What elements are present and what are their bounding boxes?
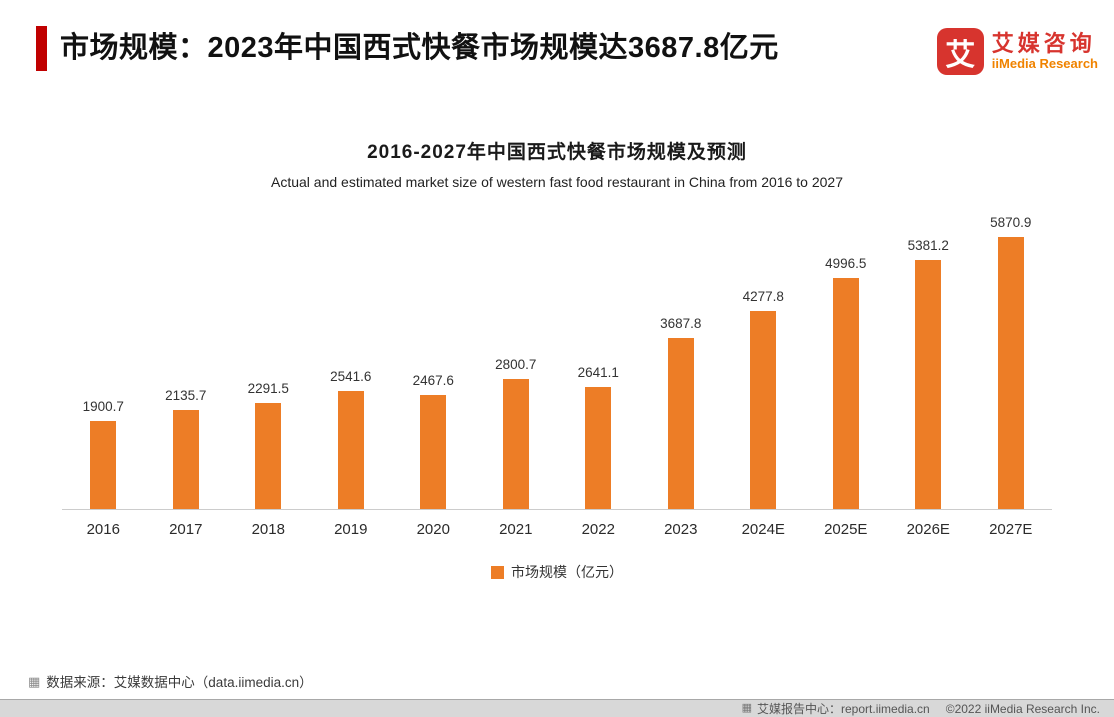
x-axis-label: 2027E	[989, 521, 1033, 538]
iimedia-logo-icon: 艾	[936, 28, 984, 75]
x-axis-label: 2021	[499, 521, 533, 538]
data-source-text: 数据来源：艾媒数据中心（data.iimedia.cn）	[46, 675, 313, 690]
bar	[750, 310, 777, 509]
x-axis-label: 2023	[664, 521, 698, 538]
bar-column: 2467.6	[392, 373, 475, 509]
bar-column: 2291.5	[227, 381, 310, 509]
bar	[420, 394, 447, 509]
bar-value-label: 2800.7	[495, 357, 537, 373]
title-block: 市场规模：2023年中国西式快餐市场规模达3687.8亿元	[36, 26, 779, 71]
x-axis-label: 2019	[334, 521, 368, 538]
bar	[997, 237, 1024, 509]
bars-row: 1900.7 2135.7 2291.5 2541.6 2467.6 2800.7 2641…	[62, 208, 1052, 510]
bar-column: 2641.1	[557, 365, 640, 509]
legend: 市场规模（亿元）	[62, 562, 1052, 582]
bar-column: 2135.7	[145, 388, 228, 509]
x-axis-label: 2018	[251, 521, 285, 538]
bar-column: 4277.8	[722, 289, 805, 509]
chart-subtitle: Actual and estimated market size of west…	[271, 174, 843, 190]
x-axis-label: 2022	[581, 521, 615, 538]
bar	[832, 277, 859, 509]
bar-chart: 1900.7 2135.7 2291.5 2541.6 2467.6 2800.7 2641…	[62, 208, 1052, 582]
x-axis-label: 2017	[169, 521, 203, 538]
x-axis-label: 2025E	[824, 521, 868, 538]
chart-section: 2016-2027年中国西式快餐市场规模及预测 Actual and estim…	[0, 137, 1114, 582]
x-axis-label: 2016	[86, 521, 120, 538]
bar-value-label: 2541.6	[330, 369, 372, 385]
bar-column: 5870.9	[970, 215, 1053, 509]
bar-value-label: 2135.7	[165, 388, 207, 404]
bar-column: 5381.2	[887, 238, 970, 509]
report-center-icon: ▦	[741, 702, 753, 714]
bar-column: 4996.5	[805, 255, 888, 509]
bar-value-label: 2641.1	[577, 364, 619, 380]
footer-report-center: 艾媒报告中心：report.iimedia.cn	[757, 702, 930, 716]
bar	[585, 386, 612, 509]
page-title: 市场规模：2023年中国西式快餐市场规模达3687.8亿元	[60, 32, 779, 64]
title-accent-bar	[36, 26, 47, 71]
x-axis-label: 2026E	[906, 521, 950, 538]
bar-value-label: 3687.8	[660, 316, 702, 332]
footer-strip: ▦ 艾媒报告中心：report.iimedia.cn ©2022 iiMedia…	[0, 699, 1114, 717]
footer-copyright: ©2022 iiMedia Research Inc.	[945, 701, 1100, 716]
x-axis-label: 2020	[416, 521, 450, 538]
bar-value-label: 1900.7	[82, 398, 124, 414]
bar	[667, 338, 694, 509]
bar-value-label: 4277.8	[742, 288, 784, 304]
bar	[337, 391, 364, 509]
iimedia-logo: 艾 艾媒咨询 iiMedia Research	[936, 28, 1098, 75]
bar	[90, 420, 117, 509]
xaxis-labels: 2016 2017 2018 2019 2020 2021 2022 2023 2024E 202…	[62, 510, 1052, 538]
bar	[255, 402, 282, 509]
chart-title: 2016-2027年中国西式快餐市场规模及预测	[367, 142, 747, 163]
x-axis-label: 2024E	[741, 521, 785, 538]
logo-text: 艾媒咨询 iiMedia Research	[992, 31, 1098, 71]
bar	[915, 259, 942, 509]
bar-column: 3687.8	[640, 316, 723, 509]
bar-value-label: 2467.6	[412, 372, 454, 388]
logo-name-cn: 艾媒咨询	[991, 31, 1096, 57]
data-source-icon: ▦	[28, 673, 41, 689]
logo-name-en: iiMedia Research	[991, 55, 1098, 71]
legend-label: 市场规模（亿元）	[511, 564, 623, 580]
bar-column: 2541.6	[310, 369, 393, 509]
bar-value-label: 4996.5	[825, 255, 867, 271]
bar-value-label: 2291.5	[247, 380, 289, 396]
bar-column: 1900.7	[62, 399, 145, 509]
data-source: ▦ 数据来源：艾媒数据中心（data.iimedia.cn）	[28, 671, 313, 691]
legend-swatch	[491, 565, 504, 579]
header: 市场规模：2023年中国西式快餐市场规模达3687.8亿元 艾 艾媒咨询 iiM…	[0, 0, 1114, 75]
bar	[502, 379, 529, 509]
bar-value-label: 5870.9	[990, 215, 1032, 230]
bar-column: 2800.7	[475, 357, 558, 509]
bar-value-label: 5381.2	[907, 237, 949, 253]
bar	[172, 410, 199, 509]
